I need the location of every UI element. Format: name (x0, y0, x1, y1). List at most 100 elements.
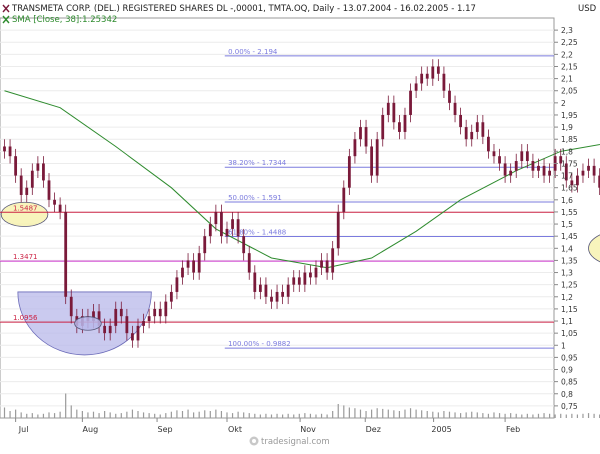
candle-body (587, 166, 590, 171)
volume-bar (555, 415, 556, 419)
x-tick-label: Dez (366, 425, 381, 434)
candle-body (48, 180, 51, 199)
volume-bar (249, 413, 250, 418)
volume-bar (243, 412, 244, 418)
candle-body (25, 188, 28, 195)
volume-bar (560, 414, 561, 418)
volume-bar (32, 413, 33, 418)
volume-bar (460, 413, 461, 418)
candle-body (392, 103, 395, 122)
volume-bar (210, 411, 211, 418)
volume-bar (471, 412, 472, 418)
volume-bar (304, 413, 305, 418)
y-tick-label: 2 (561, 99, 566, 108)
volume-bar (421, 410, 422, 418)
y-tick-label: 0,75 (561, 402, 578, 411)
y-tick-label: 1,65 (561, 184, 578, 193)
candle-body (504, 163, 507, 175)
volume-bar (110, 412, 111, 418)
volume-bar (54, 413, 55, 418)
volume-bar (43, 414, 44, 418)
volume-bar (82, 411, 83, 418)
volume-bar (354, 408, 355, 418)
candle-body (164, 302, 167, 317)
candle-body (153, 309, 156, 316)
candle-body (248, 253, 251, 272)
candle-body (303, 273, 306, 285)
volume-bar (26, 414, 27, 418)
volume-bar (399, 411, 400, 418)
candle-body (548, 171, 551, 176)
y-tick-label: 1,45 (561, 232, 578, 241)
volume-bar (338, 404, 339, 418)
candle-body (131, 333, 134, 340)
candle-body (543, 166, 546, 176)
volume-bar (226, 412, 227, 418)
candle-body (470, 132, 473, 139)
candle-body (125, 316, 128, 333)
volume-bar (48, 412, 49, 418)
x-tick-label: Nov (300, 425, 316, 434)
candle-body (431, 66, 434, 78)
y-tick-label: 1,7 (561, 172, 573, 181)
candle-body (148, 316, 151, 321)
volume-bar (37, 415, 38, 419)
volume-bar (293, 415, 294, 419)
candle-body (320, 260, 323, 267)
volume-bar (126, 412, 127, 418)
candle-body (515, 161, 518, 171)
candle-body (59, 205, 62, 212)
candle-body (259, 285, 262, 292)
candle-body (582, 171, 585, 176)
candle-body (298, 277, 301, 284)
volume-bar (365, 411, 366, 418)
volume-bar (143, 412, 144, 418)
candle-body (187, 260, 190, 267)
volume-bar (527, 414, 528, 418)
volume-bar (232, 413, 233, 418)
volume-bar (482, 413, 483, 418)
volume-bar (343, 405, 344, 418)
volume-bar (315, 415, 316, 419)
y-tick-label: 2,05 (561, 87, 578, 96)
volume-bar (4, 408, 5, 419)
volume-bar (93, 412, 94, 418)
volume-bar (154, 414, 155, 418)
volume-bar (577, 415, 578, 419)
volume-bar (466, 412, 467, 418)
volume-bar (15, 410, 16, 418)
volume-bar (187, 410, 188, 418)
x-tick-label: 2005 (431, 425, 451, 434)
volume-bar (582, 414, 583, 418)
candle-body (159, 309, 162, 316)
volume-bar (87, 412, 88, 418)
candle-body (420, 74, 423, 84)
volume-bar (238, 412, 239, 418)
y-tick-label: 1,6 (561, 196, 573, 205)
candle-body (242, 236, 245, 253)
candle-body (220, 212, 223, 236)
fib-38-label: 38.20% - 1.7344 (228, 159, 287, 167)
volume-bar (404, 410, 405, 418)
volume-bar (438, 412, 439, 418)
candle-body (36, 163, 39, 170)
volume-bar (260, 415, 261, 419)
volume-bar (121, 413, 122, 418)
x-tick-label: Jul (18, 425, 29, 434)
volume-bar (377, 408, 378, 418)
volume-bar (76, 410, 77, 418)
y-tick-label: 1,3 (561, 269, 573, 278)
y-tick-label: 2,1 (561, 75, 573, 84)
candle-body (532, 161, 535, 171)
volume-bar (310, 414, 311, 418)
candle-body (537, 166, 540, 171)
candle-body (53, 200, 56, 205)
volume-bar (327, 415, 328, 419)
candle-body (315, 268, 318, 278)
y-tick-label: 1,5 (561, 220, 573, 229)
volume-bar (382, 409, 383, 418)
volume-bar (149, 413, 150, 418)
y-tick-label: 0,95 (561, 353, 578, 362)
volume-bar (98, 413, 99, 418)
